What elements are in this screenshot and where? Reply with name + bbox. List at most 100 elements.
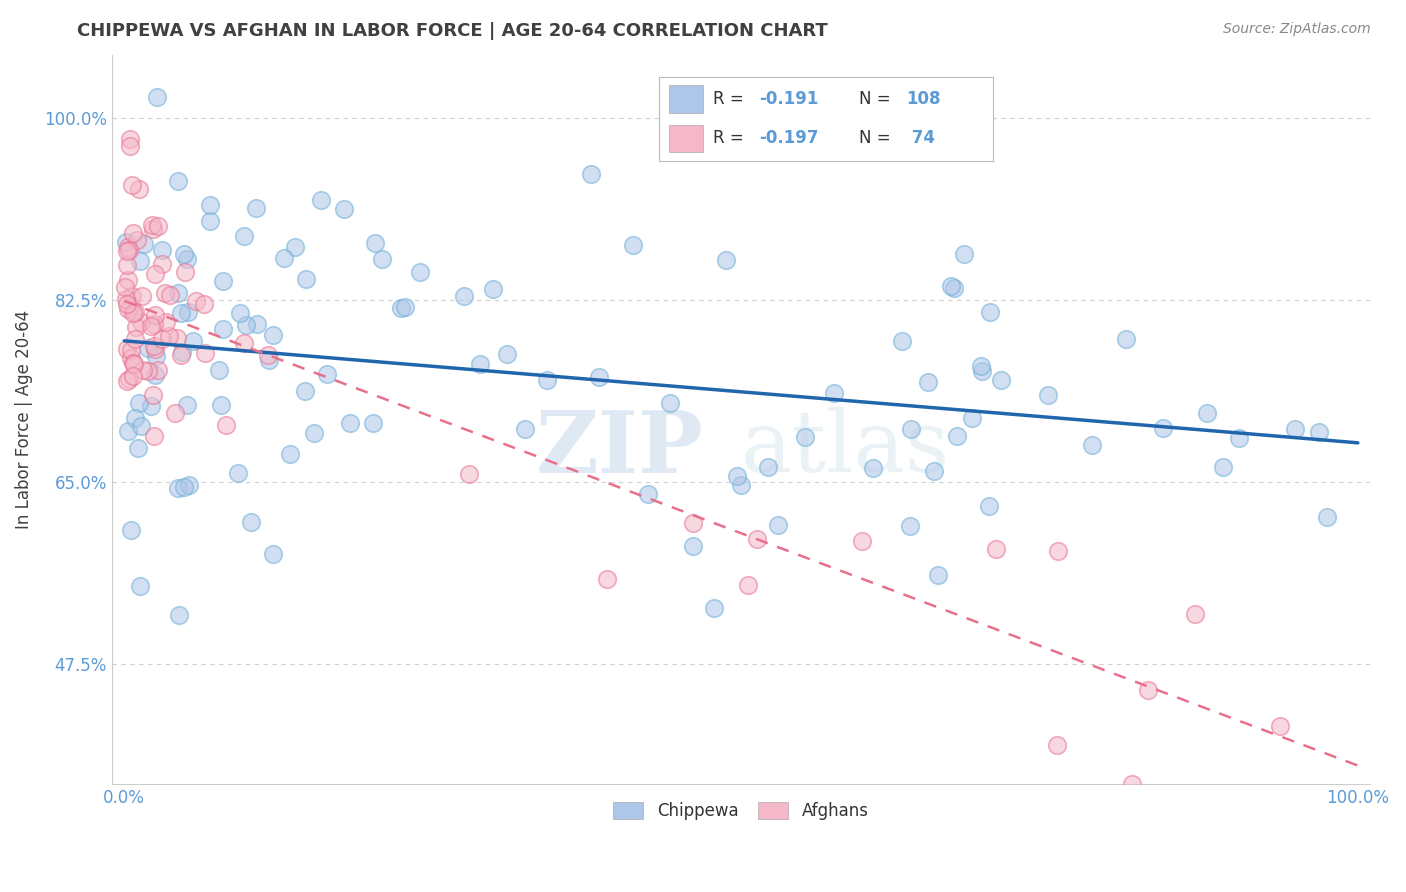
Point — [117, 240, 139, 254]
Text: ZIP: ZIP — [536, 407, 703, 491]
Point — [136, 364, 159, 378]
Point — [1316, 509, 1339, 524]
Point — [115, 296, 138, 310]
Point — [136, 341, 159, 355]
Point — [766, 518, 789, 533]
Point — [166, 481, 188, 495]
Point — [157, 328, 180, 343]
Point — [114, 279, 136, 293]
Point — [148, 363, 170, 377]
Point — [496, 347, 519, 361]
Point — [117, 273, 139, 287]
Point — [714, 252, 737, 267]
Point — [333, 202, 356, 216]
Point — [118, 139, 141, 153]
Text: CHIPPEWA VS AFGHAN IN LABOR FORCE | AGE 20-64 CORRELATION CHART: CHIPPEWA VS AFGHAN IN LABOR FORCE | AGE … — [77, 22, 828, 40]
Point — [703, 600, 725, 615]
Point — [1229, 431, 1251, 445]
Point — [1284, 422, 1306, 436]
Point — [159, 288, 181, 302]
Point — [194, 346, 217, 360]
Point — [155, 315, 177, 329]
Point — [122, 356, 145, 370]
Point — [259, 353, 281, 368]
Point — [167, 285, 190, 300]
Point — [211, 274, 233, 288]
Point — [117, 301, 139, 316]
Point — [1115, 332, 1137, 346]
Point — [394, 301, 416, 315]
Point — [118, 243, 141, 257]
Point — [173, 246, 195, 260]
Text: Source: ZipAtlas.com: Source: ZipAtlas.com — [1223, 22, 1371, 37]
Point — [129, 418, 152, 433]
Point — [257, 347, 280, 361]
Y-axis label: In Labor Force | Age 20-64: In Labor Force | Age 20-64 — [15, 310, 32, 529]
Point — [143, 268, 166, 282]
Point — [141, 399, 163, 413]
Point — [309, 193, 332, 207]
Point — [953, 247, 976, 261]
Point — [174, 265, 197, 279]
Point — [513, 422, 536, 436]
Point — [155, 285, 177, 300]
Point — [167, 608, 190, 623]
Point — [143, 308, 166, 322]
Point — [124, 332, 146, 346]
Point — [737, 578, 759, 592]
Point — [125, 233, 148, 247]
Point — [124, 410, 146, 425]
Point — [339, 417, 361, 431]
Point — [143, 317, 166, 331]
Point — [150, 332, 173, 346]
Point — [120, 524, 142, 538]
Point — [682, 539, 704, 553]
Point — [115, 293, 138, 307]
Point — [927, 568, 949, 582]
Point — [193, 297, 215, 311]
Point — [173, 480, 195, 494]
Point — [363, 416, 385, 430]
Point — [169, 348, 191, 362]
Point — [121, 178, 143, 192]
Point — [215, 418, 238, 433]
Point — [659, 396, 682, 410]
Point — [118, 132, 141, 146]
Point — [862, 460, 884, 475]
Point — [984, 541, 1007, 556]
Point — [1184, 607, 1206, 621]
Point — [143, 339, 166, 353]
Point — [979, 305, 1001, 319]
Point — [900, 422, 922, 436]
Point — [152, 243, 174, 257]
Point — [120, 343, 142, 358]
Point — [389, 301, 412, 315]
Point — [960, 411, 983, 425]
Point — [233, 336, 256, 351]
Point — [730, 478, 752, 492]
Point — [129, 315, 152, 329]
Point — [122, 306, 145, 320]
Point — [946, 429, 969, 443]
Point — [470, 357, 492, 371]
Point — [364, 235, 387, 250]
Point — [141, 218, 163, 232]
Point — [302, 426, 325, 441]
Point — [128, 182, 150, 196]
Point — [240, 515, 263, 529]
Point — [150, 257, 173, 271]
Point — [129, 578, 152, 592]
Point — [482, 281, 505, 295]
Point — [122, 357, 145, 371]
Legend: Chippewa, Afghans: Chippewa, Afghans — [607, 795, 876, 826]
Point — [747, 532, 769, 546]
Point — [457, 467, 479, 482]
Point — [1036, 388, 1059, 402]
Point — [163, 406, 186, 420]
Point — [124, 305, 146, 319]
Point — [922, 464, 945, 478]
Point — [316, 368, 339, 382]
Point — [132, 363, 155, 377]
Point — [1212, 459, 1234, 474]
Point — [970, 359, 993, 373]
